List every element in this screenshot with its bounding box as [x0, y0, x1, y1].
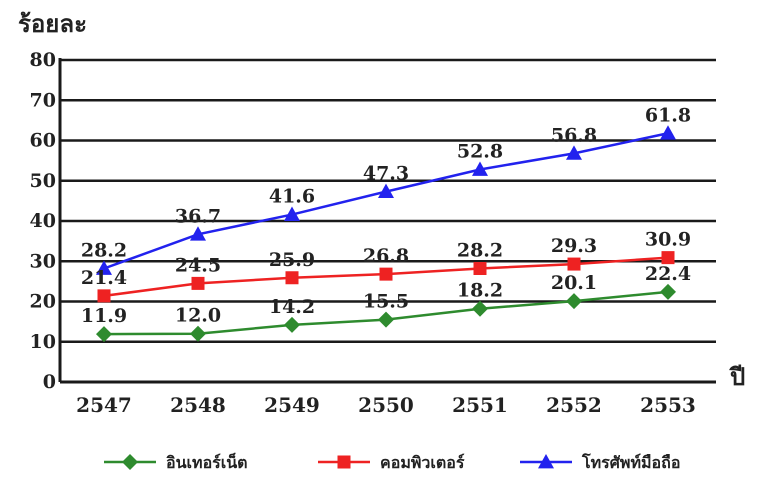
series-1-label-2550: 15.5 — [363, 291, 409, 313]
label-layer: 11.9 12.0 14.2 15.5 18.2 20.1 22.4 21.4 24.5 25.9… — [81, 104, 691, 327]
y-axis-title: ร้อยละ — [18, 9, 87, 38]
y-tick-label-30: 30 — [30, 250, 56, 272]
series-2-point-2553 — [661, 251, 675, 265]
series-2-point-2550 — [379, 267, 393, 281]
legend-label-2: คอมพิวเตอร์ — [380, 453, 465, 472]
grid-layer — [60, 58, 716, 343]
y-tick-label-80: 80 — [30, 49, 56, 71]
series-1-point-2550 — [378, 311, 394, 328]
series-3-point-2551 — [472, 161, 488, 176]
legend-marker-1 — [122, 454, 138, 470]
series-3-point-2552 — [566, 145, 582, 160]
series-2-label-2552: 29.3 — [551, 235, 597, 257]
series-3-label-2552: 56.8 — [551, 124, 597, 146]
series-3-point-2548 — [190, 226, 206, 241]
legend-marker-2 — [337, 455, 351, 469]
x-tick-label-2551: 2551 — [452, 393, 508, 417]
x-tick-label-2552: 2552 — [546, 393, 602, 417]
series-3-point-2553 — [660, 125, 676, 140]
series-1-label-2549: 14.2 — [269, 296, 315, 318]
series-3-label-2549: 41.6 — [269, 186, 315, 208]
axis-layer: 0 10 20 30 40 50 60 70 80 2547 2548 2549 2550 2551 255… — [18, 9, 745, 417]
series-1-point-2549 — [284, 316, 300, 333]
legend-label-3: โทรศัพท์มือถือ — [581, 452, 680, 472]
series-1-point-2552 — [566, 293, 582, 310]
series-3-label-2548: 36.7 — [175, 205, 221, 227]
y-tick-label-10: 10 — [30, 331, 56, 353]
series-3-label-2551: 52.8 — [457, 140, 503, 162]
series-2-point-2552 — [567, 257, 581, 271]
series-3-point-2550 — [378, 183, 394, 199]
series-2-point-2551 — [473, 261, 487, 275]
x-tick-label-2550: 2550 — [358, 393, 414, 417]
legend-label-1: อินเทอร์เน็ต — [166, 451, 248, 472]
series-1-label-2547: 11.9 — [81, 305, 127, 327]
series-2-point-2548 — [191, 276, 205, 290]
y-tick-label-20: 20 — [30, 291, 56, 313]
series-2-label-2551: 28.2 — [457, 239, 503, 261]
series-2-label-2550: 26.8 — [363, 245, 409, 267]
series-1-label-2548: 12.0 — [175, 305, 221, 327]
series-3-point-2549 — [284, 206, 300, 221]
series-3-label-2547: 28.2 — [81, 239, 127, 261]
series-2-label-2548: 24.5 — [175, 254, 221, 276]
series-3-label-2550: 47.3 — [363, 163, 409, 185]
series-2-label-2547: 21.4 — [81, 267, 127, 289]
series-2-label-2549: 25.9 — [269, 249, 315, 271]
series-1-label-2552: 20.1 — [551, 272, 597, 294]
series-1-point-2548 — [190, 325, 206, 342]
series-1-label-2551: 18.2 — [457, 280, 503, 302]
legend-layer: อินเทอร์เน็ต คอมพิวเตอร์ โทรศัพท์มือถือ — [104, 451, 680, 472]
series-1-point-2547 — [96, 326, 112, 343]
x-axis-title: ปี — [729, 362, 745, 391]
series-1-point-2551 — [472, 300, 488, 317]
series-layer — [96, 125, 676, 343]
y-tick-label-60: 60 — [30, 130, 56, 152]
series-1-label-2553: 22.4 — [645, 263, 691, 285]
x-tick-label-2553: 2553 — [640, 393, 696, 417]
y-tick-label-70: 70 — [30, 89, 56, 111]
series-2-point-2547 — [97, 289, 111, 303]
series-3-point-2547 — [96, 260, 112, 275]
legend-marker-3 — [538, 454, 554, 469]
series-3-label-2553: 61.8 — [645, 104, 691, 126]
series-2-label-2553: 30.9 — [645, 229, 691, 251]
x-tick-label-2548: 2548 — [170, 393, 226, 417]
series-2-point-2549 — [285, 271, 299, 285]
y-tick-label-40: 40 — [30, 210, 56, 232]
x-tick-label-2549: 2549 — [264, 393, 320, 417]
y-tick-label-0: 0 — [43, 371, 56, 393]
x-tick-label-2547: 2547 — [76, 393, 132, 417]
series-1-point-2553 — [660, 283, 676, 300]
y-tick-label-50: 50 — [30, 170, 56, 192]
